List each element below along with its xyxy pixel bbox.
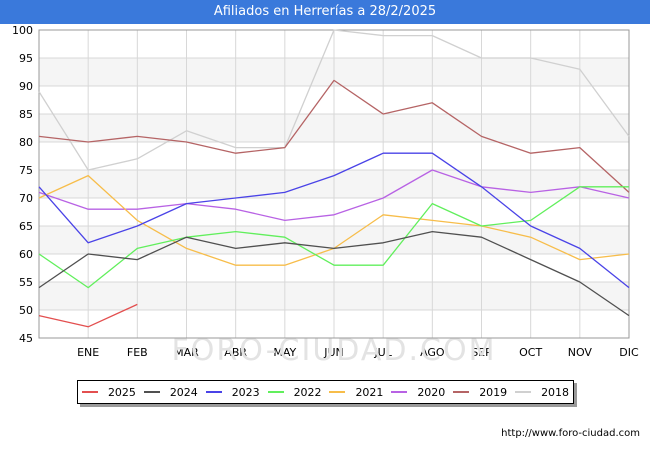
legend-label: 2019	[479, 385, 508, 399]
source-credit: http://www.foro-ciudad.com	[501, 428, 640, 439]
x-tick-label: OCT	[519, 346, 542, 359]
legend-item-2022: 2022	[267, 385, 322, 399]
legend-item-2019: 2019	[453, 386, 507, 399]
y-tick-label: 95	[19, 52, 33, 65]
y-tick-label: 85	[19, 108, 33, 121]
y-tick-label: 90	[19, 80, 33, 93]
legend-label: 2021	[355, 385, 384, 399]
y-tick-label: 55	[19, 276, 33, 289]
series-line-2018	[38, 29, 630, 171]
x-tick-label: FEB	[127, 346, 148, 359]
watermark-text: FORO-CIUDAD.COM	[172, 333, 497, 368]
y-tick-label: 65	[19, 220, 33, 233]
legend-item-2025: 2025	[81, 385, 136, 399]
series-line-2020	[38, 169, 630, 222]
legend-swatch	[453, 391, 470, 393]
y-tick-label: 70	[19, 192, 33, 205]
x-tick-label: ABR	[224, 346, 247, 359]
legend-swatch	[81, 391, 98, 393]
legend-label: 2018	[541, 385, 570, 399]
series-line-2022	[38, 186, 629, 289]
x-tick-label: JUN	[323, 346, 344, 359]
y-tick-label: 50	[19, 304, 33, 317]
y-tick-label: 60	[19, 248, 33, 261]
x-tick-label: NOV	[568, 346, 593, 359]
y-tick-label: 100	[12, 24, 33, 37]
legend-swatch	[515, 391, 532, 393]
legend-label: 2024	[169, 385, 198, 399]
legend-item-2023: 2023	[205, 385, 260, 399]
x-tick-label: JUL	[373, 346, 392, 359]
legend-item-2018: 2018	[515, 386, 569, 399]
x-tick-label: MAR	[174, 346, 199, 359]
series-line-2025	[38, 303, 138, 328]
chart-title: Afiliados en Herrerías a 28/2/2025	[0, 0, 650, 24]
legend-swatch	[267, 391, 284, 393]
legend-swatch	[143, 391, 160, 393]
legend-label: 2025	[107, 385, 136, 399]
legend-swatch	[329, 391, 346, 393]
legend-label: 2020	[417, 385, 446, 399]
series-line-2024	[38, 230, 630, 317]
legend-label: 2022	[293, 385, 322, 399]
x-tick-label: DIC	[619, 346, 639, 359]
chart-legend: 2025 2024 2023 2022 2021 2020 2019 2018	[77, 380, 574, 404]
legend-item-2021: 2021	[329, 386, 383, 399]
legend-swatch	[391, 391, 408, 393]
legend-label: 2023	[231, 385, 260, 399]
x-tick-label: SEP	[471, 346, 492, 359]
y-tick-label: 75	[19, 164, 33, 177]
series-line-2019	[38, 79, 630, 193]
y-tick-label: 45	[19, 332, 33, 345]
legend-item-2020: 2020	[391, 386, 445, 399]
legend-swatch	[205, 391, 222, 393]
series-line-2023	[38, 152, 630, 289]
x-tick-label: AGO	[420, 346, 445, 359]
x-tick-label: ENE	[77, 346, 99, 359]
legend-item-2024: 2024	[143, 385, 198, 399]
y-tick-label: 80	[19, 136, 33, 149]
x-tick-label: MAY	[273, 346, 296, 359]
